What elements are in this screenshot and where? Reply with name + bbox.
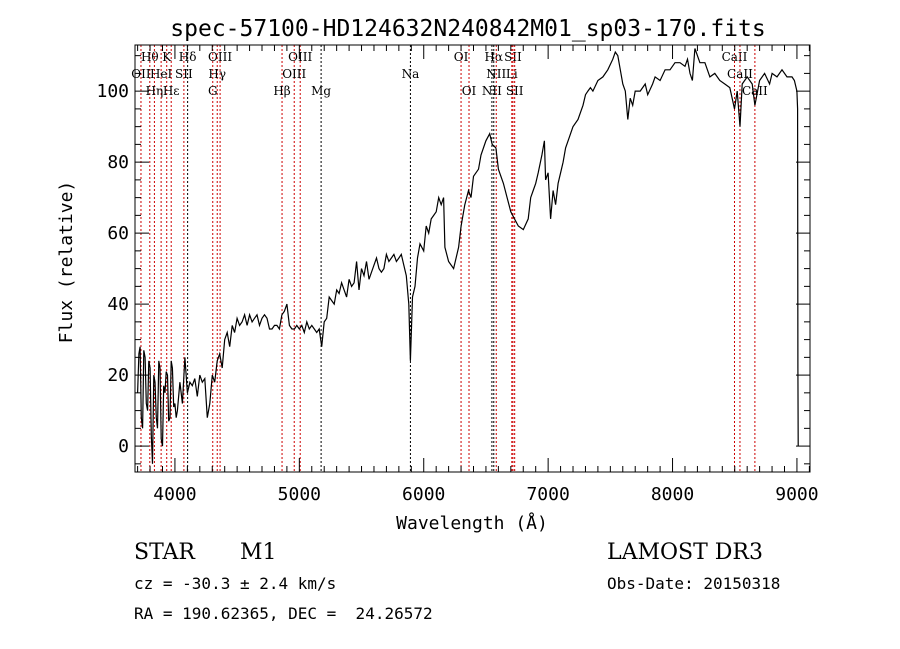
x-tick-label: 6000 (402, 484, 445, 505)
spectral-line-label: Hη (146, 84, 164, 98)
spectral-line-label: OI (454, 50, 469, 64)
spectral-line-label: OII (131, 67, 151, 81)
y-tick-label: 60 (107, 223, 129, 244)
spectral-line-label: Na (402, 67, 420, 81)
spectral-line-label: OI (462, 84, 477, 98)
axis-ticks: 4000 5000 6000 7000 8000 9000 0 20 40 60 80 100 (96, 45, 819, 505)
spectral-line-label: Hθ (141, 50, 159, 64)
spectral-line-label: HeI (150, 67, 173, 81)
spectral-line-label: Hγ (208, 67, 226, 81)
spectral-line-label: SII (504, 50, 522, 64)
y-tick-label: 40 (107, 294, 129, 315)
spectral-line-label: Hδ (179, 50, 197, 64)
x-tick-label: 9000 (775, 484, 818, 505)
spectral-line-label: Hα (484, 50, 503, 64)
y-tick-label: 20 (107, 365, 129, 386)
x-tick-label: 8000 (651, 484, 694, 505)
spectral-line-label: SII (175, 67, 193, 81)
coordinates: RA = 190.62365, DEC = 24.26572 (134, 604, 433, 623)
subclass: M1 (240, 540, 277, 565)
x-tick-label: 5000 (278, 484, 321, 505)
spectral-line-label: CaII (722, 50, 748, 64)
object-class: STAR (134, 540, 195, 565)
spectral-line-label: G (208, 84, 218, 98)
spectral-line-label: K (162, 50, 172, 64)
plot-frame (134, 44, 811, 473)
spectrum-line (137, 48, 799, 464)
obs-date: Obs-Date: 20150318 (607, 574, 781, 593)
spectral-line-label: NII (486, 67, 506, 81)
spectral-line-label: Hβ (273, 84, 290, 98)
spectral-line-label: Hε (163, 84, 180, 98)
spectral-line-label: OIII (288, 50, 312, 64)
spectral-line-label: Li (506, 67, 518, 81)
x-tick-label: 7000 (526, 484, 569, 505)
y-axis-label: Flux (relative) (56, 181, 77, 344)
x-axis-label: Wavelength (Å) (396, 512, 548, 534)
spectral-line-label: CaII (742, 84, 768, 98)
spectral-line-label: OIII (282, 67, 306, 81)
chart-title: spec-57100-HD124632N240842M01_sp03-170.f… (170, 16, 765, 42)
survey-name: LAMOST DR3 (607, 540, 763, 565)
redshift-cz: cz = -30.3 ± 2.4 km/s (134, 574, 337, 593)
spectral-line-label: OIII (208, 50, 232, 64)
spectral-line-label: Mg (311, 84, 331, 98)
spectral-line-label: SII (506, 84, 524, 98)
y-tick-label: 80 (107, 152, 129, 173)
x-tick-label: 4000 (153, 484, 196, 505)
y-tick-label: 0 (118, 436, 129, 457)
y-tick-label: 100 (96, 81, 129, 102)
spectral-line-label: NII (482, 84, 502, 98)
